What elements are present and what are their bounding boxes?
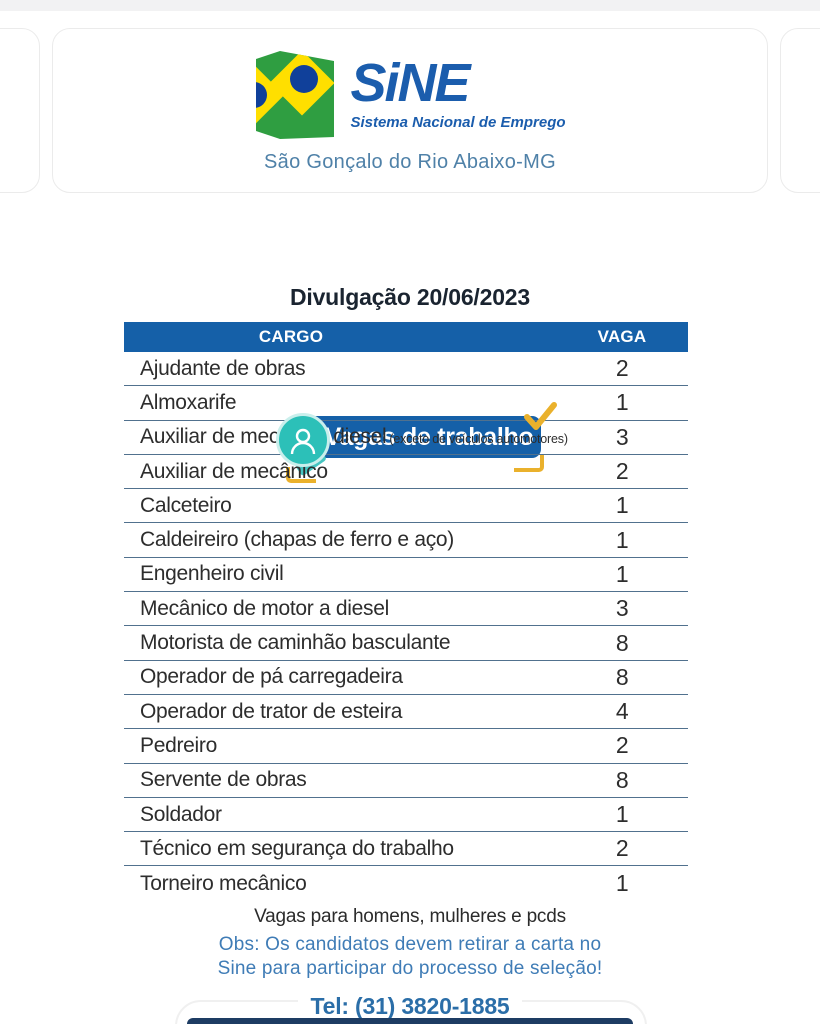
logo-wordmark: SiNE bbox=[350, 53, 470, 114]
table-row: Torneiro mecânico 1 bbox=[124, 866, 688, 900]
table-row: Técnico em segurança do trabalho 2 bbox=[124, 832, 688, 867]
vaga-count: 4 bbox=[615, 698, 629, 725]
sine-logo-icon bbox=[256, 51, 335, 139]
cargo-cell: Operador de pá carregadeira bbox=[124, 665, 403, 689]
vaga-count: 1 bbox=[615, 560, 629, 587]
cargo-label: Operador de pá carregadeira bbox=[140, 665, 403, 689]
municipality-label: São Gonçalo do Rio Abaixo-MG bbox=[264, 151, 556, 173]
table-row: Auxiliar de mecânico 2 bbox=[124, 455, 688, 490]
cargo-cell: Calceteiro bbox=[124, 494, 232, 518]
vaga-count: 2 bbox=[615, 355, 629, 382]
vaga-count: 2 bbox=[615, 835, 629, 862]
vaga-count: 3 bbox=[615, 595, 629, 622]
vaga-count: 1 bbox=[615, 870, 629, 897]
table-row: Mecânico de motor a diesel 3 bbox=[124, 592, 688, 627]
table-row: Servente de obras 8 bbox=[124, 764, 688, 798]
title-badge: Vagas de trabalho bbox=[0, 200, 820, 483]
cargo-cell: Motorista de caminhão basculante bbox=[124, 631, 451, 655]
cargo-cell: Torneiro mecânico bbox=[124, 871, 307, 896]
badge-title: Vagas de trabalho bbox=[324, 422, 534, 451]
cargo-cell: Técnico em segurança do trabalho bbox=[124, 837, 454, 861]
cargo-label: Operador de trator de esteira bbox=[140, 699, 403, 723]
sine-logo: SiNE Sistema Nacional de Emprego bbox=[254, 49, 566, 141]
table-row: Almoxarife 1 bbox=[124, 386, 688, 421]
table-header-row: CARGO VAGA bbox=[124, 322, 688, 352]
table-row: Pedreiro 2 bbox=[124, 729, 688, 764]
cargo-label: Motorista de caminhão basculante bbox=[140, 631, 451, 655]
vaga-count: 8 bbox=[615, 629, 629, 656]
bottom-bar bbox=[187, 1018, 633, 1024]
vaga-count: 1 bbox=[615, 492, 629, 519]
top-strip bbox=[0, 0, 820, 11]
logo-subtitle: Sistema Nacional de Emprego bbox=[350, 113, 566, 131]
table-row: Motorista de caminhão basculante 8 bbox=[124, 626, 688, 661]
carousel-card-right-partial bbox=[780, 28, 820, 193]
cargo-label: Almoxarife bbox=[140, 390, 237, 414]
table-row: Soldador 1 bbox=[124, 798, 688, 833]
table-row: Calceteiro 1 bbox=[124, 489, 688, 524]
obs-line-1: Obs: Os candidatos devem retirar a carta… bbox=[218, 934, 602, 955]
person-icon bbox=[276, 413, 330, 467]
cargo-label: Servente de obras bbox=[140, 768, 307, 792]
obs-note: Obs: Os candidatos devem retirar a carta… bbox=[0, 933, 820, 981]
table-row: Auxiliar de mecânico diesel (exceto de v… bbox=[124, 421, 688, 455]
cargo-label: Mecânico de motor a diesel bbox=[140, 596, 389, 620]
cargo-cell: Auxiliar de mecânico bbox=[124, 460, 328, 484]
cargo-cell: Mecânico de motor a diesel bbox=[124, 597, 389, 621]
corner-bracket-icon bbox=[514, 455, 544, 472]
table-body: Ajudante de obras 2 Almoxarife 1 Auxilia… bbox=[124, 352, 688, 901]
obs-line-2: Sine para participar do processo de sele… bbox=[217, 958, 603, 979]
cargo-label: Técnico em segurança do trabalho bbox=[140, 836, 454, 860]
eligibility-note: Vagas para homens, mulheres e pcds bbox=[254, 906, 566, 927]
cargo-cell: Operador de trator de esteira bbox=[124, 700, 402, 724]
table-row: Operador de pá carregadeira 8 bbox=[124, 661, 688, 695]
cargo-label: Auxiliar de mecânico diesel bbox=[140, 425, 387, 449]
column-header-cargo: CARGO bbox=[258, 327, 324, 346]
cargo-label: Ajudante de obras bbox=[140, 356, 306, 380]
cargo-cell: Caldeireiro (chapas de ferro e aço) bbox=[124, 528, 454, 552]
cargo-cell: Ajudante de obras bbox=[124, 356, 306, 381]
vaga-count: 1 bbox=[615, 526, 629, 553]
table-row: Operador de trator de esteira 4 bbox=[124, 695, 688, 730]
vaga-count: 1 bbox=[615, 389, 629, 416]
corner-bracket-icon bbox=[286, 467, 316, 483]
phone-number: Tel: (31) 3820-1885 bbox=[0, 993, 820, 1020]
carousel-card-left-partial bbox=[0, 28, 40, 193]
check-icon bbox=[524, 402, 557, 430]
cargo-cell: Servente de obras bbox=[124, 768, 307, 792]
vacancies-table: CARGO VAGA Ajudante de obras 2 Almoxarif… bbox=[124, 322, 688, 901]
cargo-cell: Auxiliar de mecânico diesel (exceto de v… bbox=[124, 425, 568, 449]
vaga-count: 2 bbox=[615, 458, 629, 485]
vaga-count: 2 bbox=[615, 732, 629, 759]
column-header-vaga: VAGA bbox=[597, 327, 647, 346]
cargo-cell: Engenheiro civil bbox=[124, 562, 284, 586]
cargo-label: Pedreiro bbox=[140, 733, 217, 757]
cargo-label: Auxiliar de mecânico bbox=[140, 459, 328, 483]
vaga-count: 8 bbox=[615, 663, 629, 690]
cargo-note: (exceto de veículos automotores) bbox=[389, 432, 568, 447]
table-row: Caldeireiro (chapas de ferro e aço) 1 bbox=[124, 523, 688, 558]
release-date: Divulgação 20/06/2023 bbox=[289, 284, 530, 310]
table-row: Engenheiro civil 1 bbox=[124, 558, 688, 593]
cargo-cell: Soldador bbox=[124, 803, 222, 827]
vaga-count: 8 bbox=[615, 766, 629, 793]
vaga-count: 1 bbox=[615, 801, 629, 827]
cargo-label: Torneiro mecânico bbox=[140, 871, 307, 895]
cargo-label: Soldador bbox=[140, 802, 222, 826]
badge-pill: Vagas de trabalho bbox=[303, 416, 541, 458]
cargo-label: Caldeireiro (chapas de ferro e aço) bbox=[140, 528, 454, 552]
logo-text-block: SiNE Sistema Nacional de Emprego bbox=[350, 53, 566, 131]
table-row: Ajudante de obras 2 bbox=[124, 352, 688, 387]
cargo-label: Calceteiro bbox=[140, 493, 232, 517]
cargo-cell: Almoxarife bbox=[124, 390, 237, 415]
cargo-label: Engenheiro civil bbox=[140, 562, 284, 586]
vaga-count: 3 bbox=[615, 423, 629, 450]
cargo-cell: Pedreiro bbox=[124, 734, 217, 758]
header-card: SiNE Sistema Nacional de Emprego São Gon… bbox=[52, 28, 768, 193]
